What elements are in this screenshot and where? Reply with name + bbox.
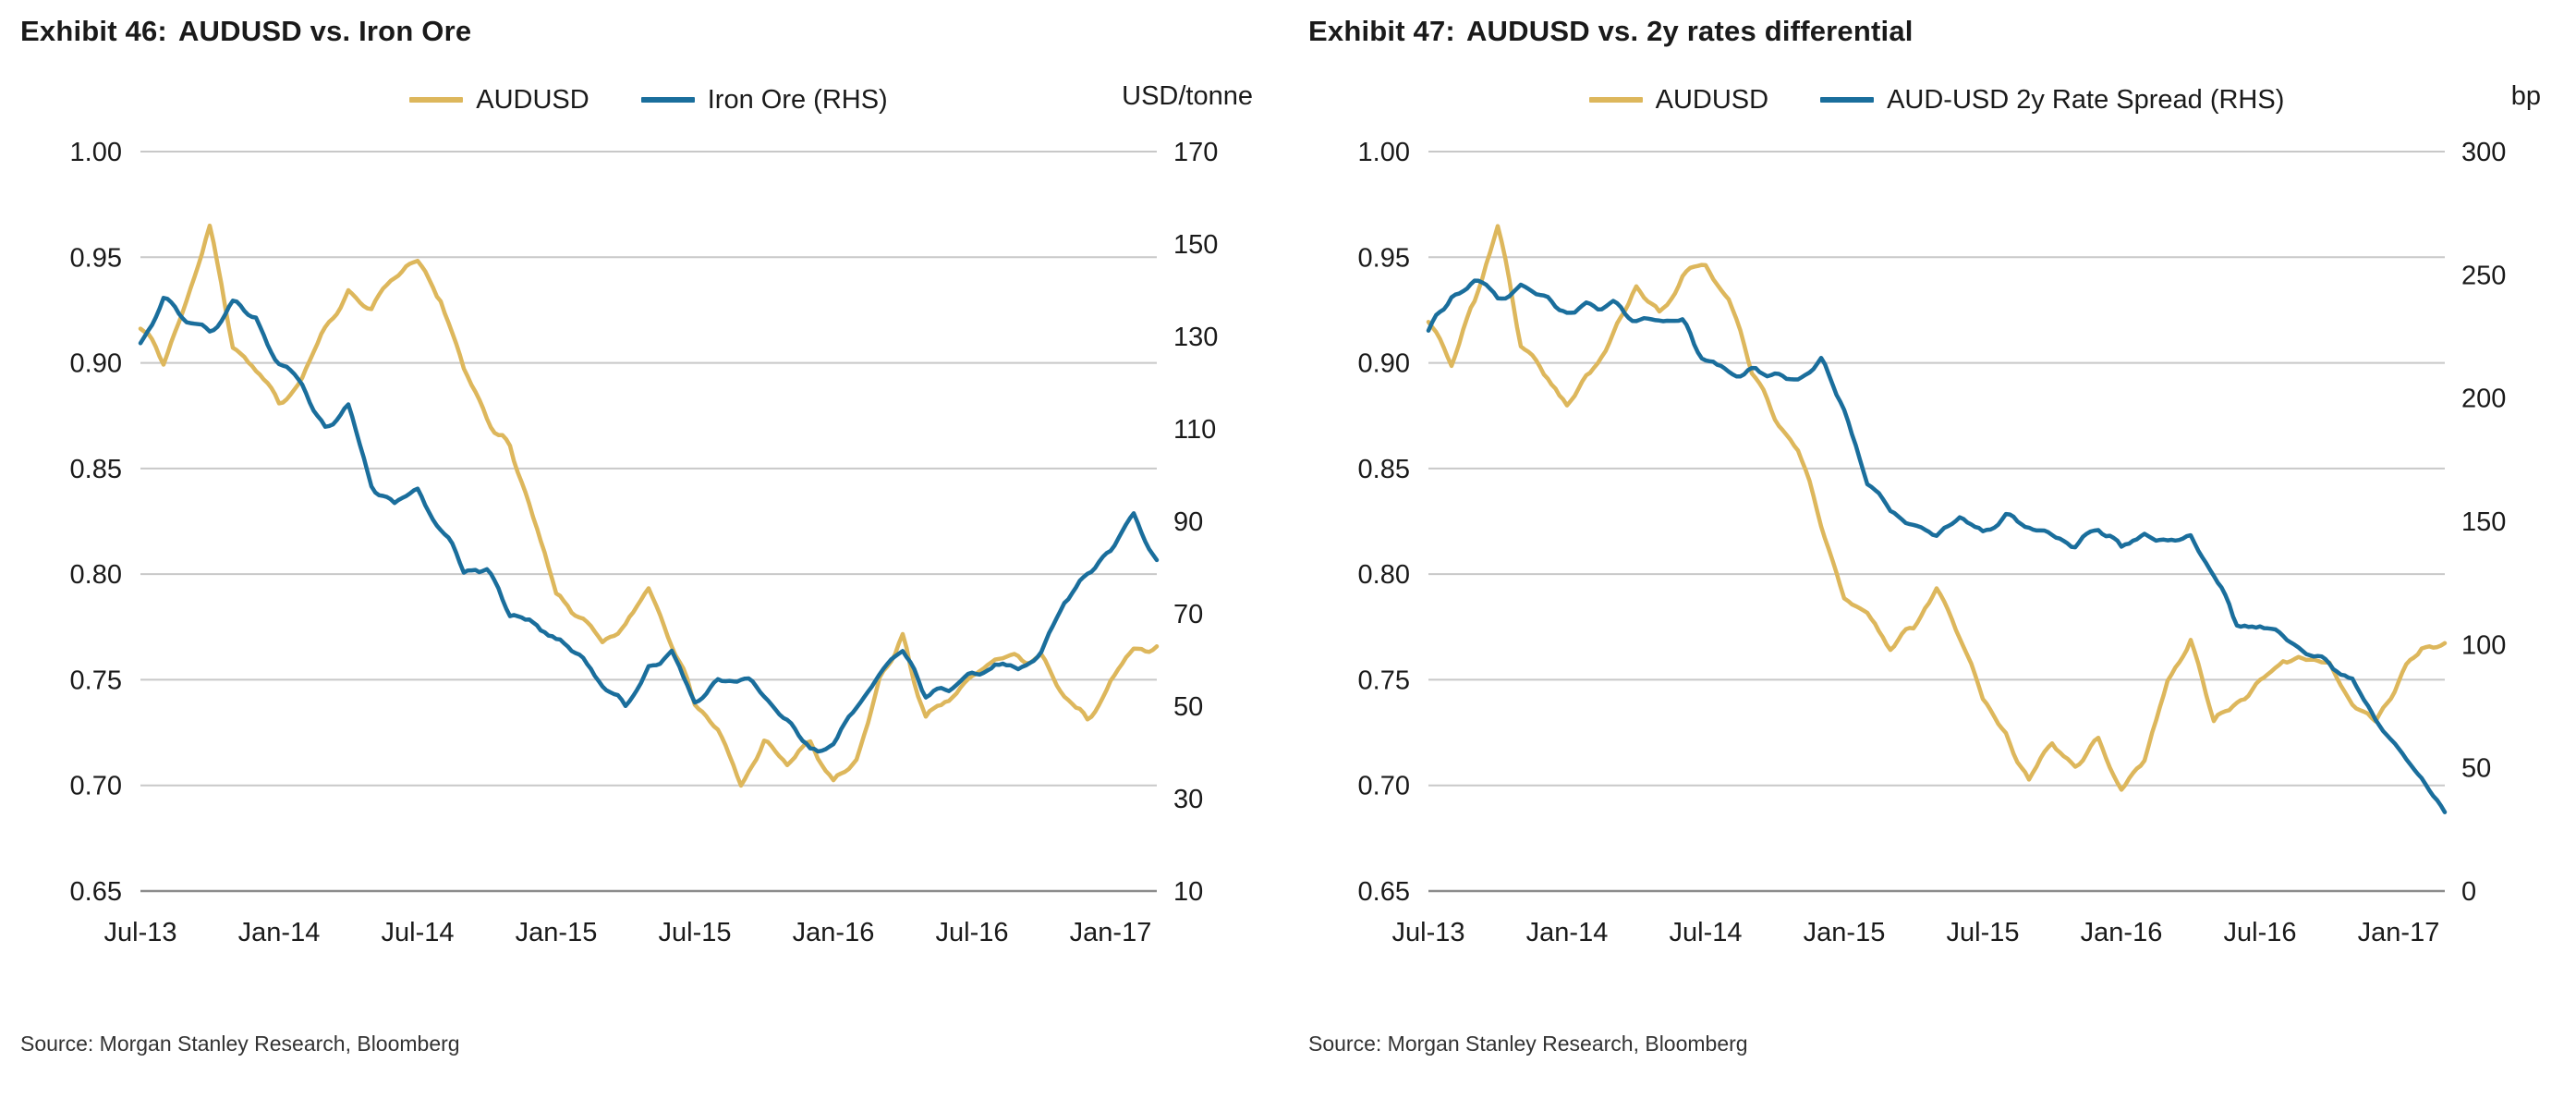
svg-text:200: 200 (2461, 385, 2506, 414)
svg-text:1.00: 1.00 (70, 138, 122, 167)
svg-text:Jan-16: Jan-16 (2081, 918, 2163, 947)
svg-text:10: 10 (1173, 877, 1203, 907)
legend-item: AUDUSD (1588, 84, 1769, 116)
x-axis-labels: Jul-13 Jan-14 Jul-14 Jan-15 Jul-15 Jan-16 Jul-… (1392, 918, 2440, 947)
legend-label: AUDUSD (476, 84, 589, 115)
svg-text:Jan-14: Jan-14 (1526, 918, 1609, 947)
chart-legend: AUDUSD Iron Ore (RHS) (409, 84, 888, 116)
svg-text:Jul-15: Jul-15 (1947, 918, 2020, 947)
legend-item: AUD-USD 2y Rate Spread (RHS) (1820, 85, 2284, 116)
svg-text:Jul-15: Jul-15 (659, 918, 732, 947)
y-axis-right-labels: 300 250 200 150 100 50 0 (2461, 138, 2506, 907)
chart-title-text: AUDUSD vs. 2y rates differential (1465, 15, 1914, 47)
svg-text:0.80: 0.80 (1358, 560, 1410, 590)
gridlines (140, 151, 1157, 893)
svg-text:0.75: 0.75 (70, 666, 122, 695)
svg-text:0.70: 0.70 (70, 772, 122, 801)
exhibit-number: Exhibit 47: (1308, 15, 1455, 47)
svg-text:Jan-16: Jan-16 (793, 918, 875, 947)
right-axis-unit-label: bp (2510, 81, 2541, 111)
svg-text:30: 30 (1173, 785, 1203, 814)
svg-text:Jul-13: Jul-13 (104, 918, 177, 947)
exhibit-47-panel: Exhibit 47: AUDUSD vs. 2y rates different… (1288, 0, 2576, 1099)
legend-label: AUDUSD (1655, 84, 1769, 115)
svg-text:70: 70 (1173, 600, 1203, 629)
exhibit-46-panel: Exhibit 46: AUDUSD vs. Iron Ore AUDUSD Iro… (20, 15, 1288, 1056)
chart-legend: AUDUSD AUD-USD 2y Rate Spread (RHS) (1588, 84, 2284, 116)
svg-text:0.65: 0.65 (70, 877, 122, 907)
chart-plot: 1.00 0.95 0.90 0.85 0.80 0.75 0.70 0.65 170 150 13… (70, 138, 1219, 947)
svg-text:110: 110 (1173, 415, 1216, 445)
svg-text:0.85: 0.85 (70, 455, 122, 484)
gridlines (1428, 151, 2445, 893)
svg-text:Jul-16: Jul-16 (2224, 918, 2297, 947)
svg-text:50: 50 (1173, 692, 1203, 722)
svg-text:100: 100 (2461, 630, 2506, 660)
legend-line-swatch (1588, 97, 1643, 103)
svg-text:170: 170 (1173, 138, 1218, 167)
chart-canvas: 1.00 0.95 0.90 0.85 0.80 0.75 0.70 0.65 170 150 13… (20, 124, 1288, 1011)
chart-title: Exhibit 46: AUDUSD vs. Iron Ore (20, 15, 1288, 48)
svg-text:Jul-13: Jul-13 (1392, 918, 1465, 947)
svg-text:Jul-16: Jul-16 (936, 918, 1009, 947)
x-axis-labels: Jul-13 Jan-14 Jul-14 Jan-15 Jul-15 Jan-16 Jul-… (104, 918, 1152, 947)
series-line-audusd (1426, 224, 2448, 792)
legend-label: AUD-USD 2y Rate Spread (RHS) (1887, 84, 2285, 115)
svg-text:Jan-15: Jan-15 (516, 918, 598, 947)
svg-text:0.75: 0.75 (1358, 666, 1410, 695)
svg-text:300: 300 (2461, 138, 2506, 167)
legend-label: Iron Ore (RHS) (707, 84, 888, 115)
source-note: Source: Morgan Stanley Research, Bloombe… (20, 1032, 460, 1056)
right-axis-unit-label: USD/tonne (1122, 81, 1253, 111)
svg-text:0.70: 0.70 (1358, 772, 1410, 801)
svg-text:Jan-17: Jan-17 (1070, 918, 1152, 947)
svg-text:250: 250 (2461, 261, 2506, 290)
legend-item: AUDUSD (409, 85, 589, 116)
svg-text:1.00: 1.00 (1358, 138, 1410, 167)
source-note: Source: Morgan Stanley Research, Bloombe… (1308, 1032, 1748, 1056)
svg-text:0.95: 0.95 (1358, 243, 1410, 273)
legend-item: Iron Ore (RHS) (640, 84, 888, 116)
svg-text:Jul-14: Jul-14 (382, 918, 455, 947)
svg-text:Jul-14: Jul-14 (1670, 918, 1743, 947)
chart-canvas: 1.00 0.95 0.90 0.85 0.80 0.75 0.70 0.65 300 250 20… (1308, 124, 2576, 1011)
legend-row: AUDUSD AUD-USD 2y Rate Spread (RHS) bp (1308, 79, 2565, 120)
svg-text:50: 50 (2461, 754, 2491, 784)
svg-text:150: 150 (2461, 507, 2506, 537)
y-axis-left-labels: 1.00 0.95 0.90 0.85 0.80 0.75 0.70 0.65 (70, 138, 122, 907)
legend-line-swatch (1820, 97, 1875, 103)
svg-text:Jan-15: Jan-15 (1804, 918, 1886, 947)
y-axis-left-labels: 1.00 0.95 0.90 0.85 0.80 0.75 0.70 0.65 (1358, 138, 1410, 907)
series-line-audusd (138, 223, 1160, 788)
exhibit-number: Exhibit 46: (20, 15, 167, 47)
svg-text:Jan-14: Jan-14 (238, 918, 321, 947)
legend-line-swatch (640, 97, 695, 103)
svg-text:150: 150 (1173, 230, 1218, 260)
svg-text:0.95: 0.95 (70, 243, 122, 273)
svg-text:Jan-17: Jan-17 (2358, 918, 2440, 947)
svg-text:90: 90 (1173, 507, 1203, 537)
svg-text:0.80: 0.80 (70, 560, 122, 590)
svg-text:0.65: 0.65 (1358, 877, 1410, 907)
svg-text:0.85: 0.85 (1358, 455, 1410, 484)
svg-text:0.90: 0.90 (1358, 349, 1410, 379)
svg-text:0.90: 0.90 (70, 349, 122, 379)
y-axis-right-labels: 170 150 130 110 90 70 50 30 10 (1173, 138, 1218, 907)
legend-line-swatch (409, 97, 464, 103)
series-line-iron-ore-rhs (138, 296, 1160, 754)
svg-text:130: 130 (1173, 323, 1218, 352)
legend-row: AUDUSD Iron Ore (RHS) USD/tonne (20, 79, 1277, 120)
chart-plot: 1.00 0.95 0.90 0.85 0.80 0.75 0.70 0.65 300 250 20… (1358, 138, 2507, 947)
svg-text:0: 0 (2461, 877, 2476, 907)
chart-title: Exhibit 47: AUDUSD vs. 2y rates different… (1308, 15, 2576, 48)
series-line-aud-usd-2y-rate-spread-rhs (1426, 278, 2448, 814)
chart-title-text: AUDUSD vs. Iron Ore (177, 15, 472, 47)
